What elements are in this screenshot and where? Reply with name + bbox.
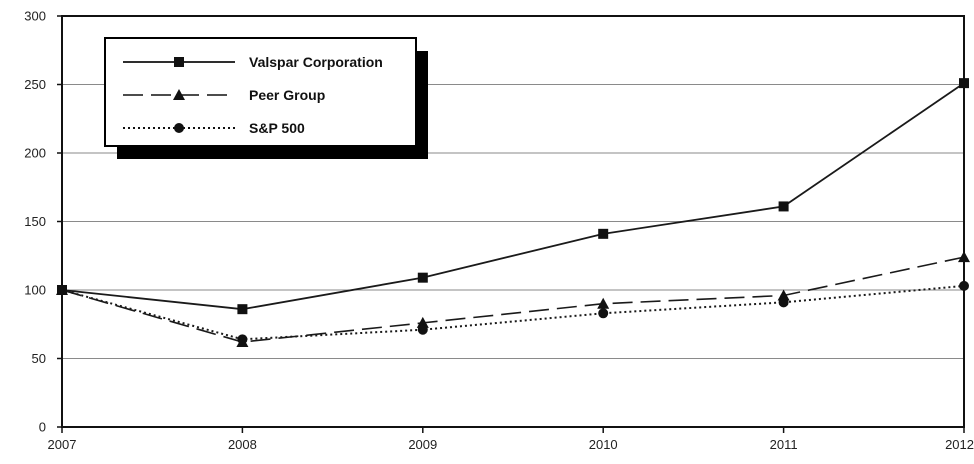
circle-marker [778,297,789,308]
x-tick-label: 2009 [408,437,437,452]
triangle-marker [416,316,429,328]
x-tick-label: 2012 [945,437,974,452]
triangle-marker [777,289,790,301]
circle-marker [237,334,248,345]
x-tick-label: 2010 [589,437,618,452]
circle-marker [959,280,969,291]
y-tick-label: 250 [24,77,46,92]
legend-label: Peer Group [249,87,325,103]
square-marker [237,304,248,315]
circle-marker [598,308,609,319]
y-tick-label: 150 [24,214,46,229]
x-tick-label: 2008 [228,437,257,452]
series-layer [56,78,970,348]
y-tick-label: 100 [24,283,46,298]
legend: Valspar Corporation Peer Group S&P 500 [104,37,428,159]
series-line [61,284,965,341]
y-axis-tick-labels: 0 50 100 150 200 250 300 [24,9,62,435]
square-marker [598,228,609,239]
circle-marker [417,324,428,335]
y-tick-label: 50 [32,351,46,366]
y-tick-label: 0 [39,420,46,435]
legend-entry: Valspar Corporation [123,54,383,70]
legend-square-marker [174,57,184,67]
triangle-marker [958,251,970,263]
legend-circle-marker [174,123,184,133]
legend-entry: S&P 500 [123,120,305,136]
triangle-marker [597,297,610,309]
series-circle [57,280,969,345]
square-marker [959,78,969,89]
series-line [61,256,965,343]
x-tick-label: 2011 [770,437,798,452]
square-marker [778,201,789,212]
legend-entry: Peer Group [123,87,325,103]
y-tick-label: 200 [24,146,46,161]
legend-box [104,37,417,147]
x-tick-label: 2007 [48,437,77,452]
legend-label: Valspar Corporation [249,54,383,70]
legend-triangle-marker [173,89,185,100]
circle-marker [57,285,67,295]
x-axis-tick-labels: 2007 2008 2009 2010 2011 2012 [48,427,974,452]
y-tick-label: 300 [24,9,46,24]
series-line [61,82,965,311]
legend-label: S&P 500 [249,120,305,136]
plot-frame [61,15,965,428]
legend-items: Valspar Corporation Peer Group S&P 500 [123,54,383,136]
series-triangle [56,251,970,348]
square-marker [417,272,428,283]
